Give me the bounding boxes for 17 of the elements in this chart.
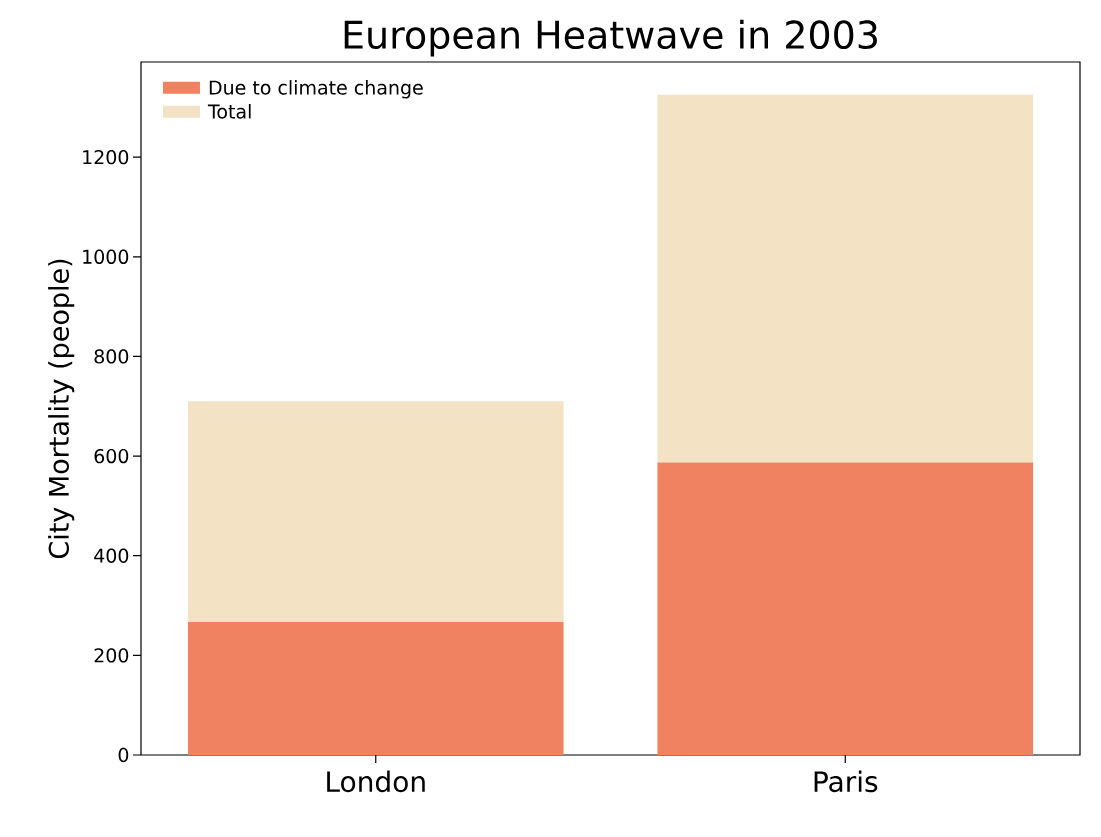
y-tick-label: 600 (94, 448, 129, 464)
y-tick-label: 0 (118, 747, 129, 763)
bar (187, 621, 564, 755)
chart-title: European Heatwave in 2003 (344, 19, 877, 57)
y-tick-label: 200 (94, 648, 129, 663)
bar (187, 401, 564, 622)
y-tick-label: 1200 (83, 149, 129, 165)
legend-label: Due to climate change (209, 80, 423, 99)
y-tick-label: 800 (94, 349, 129, 364)
legend-label: Total (207, 103, 251, 119)
bar (657, 462, 1034, 755)
bar (657, 94, 1034, 463)
y-tick-label: 1000 (83, 249, 129, 264)
x-tick-label: London (327, 770, 425, 793)
y-axis-title: City Mortality (people) (48, 259, 75, 559)
y-tick-label: 400 (94, 548, 129, 563)
x-tick-label: Paris (814, 770, 878, 793)
